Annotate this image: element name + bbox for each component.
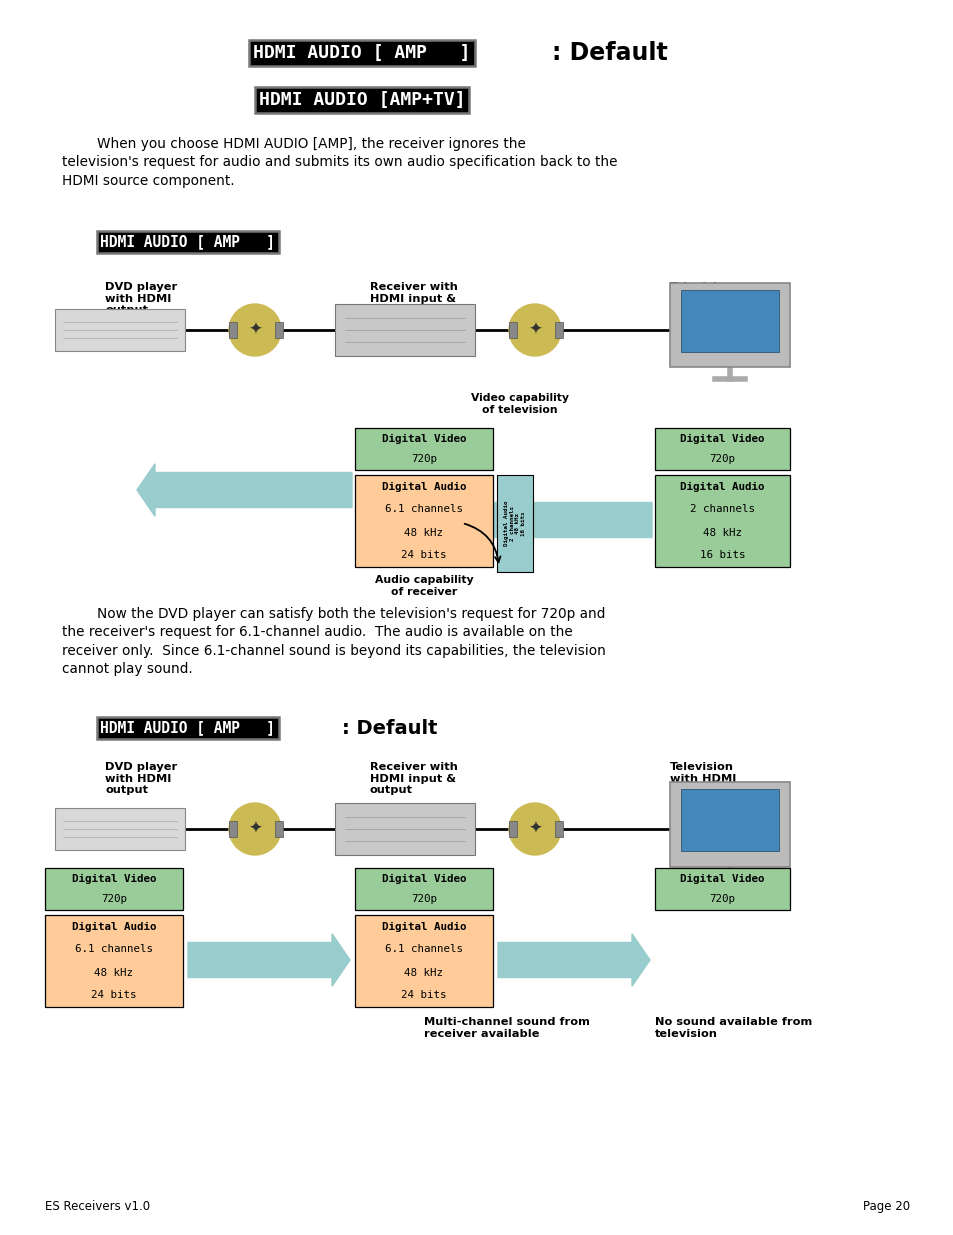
FancyBboxPatch shape — [655, 429, 789, 471]
Text: No sound available from
television: No sound available from television — [655, 1016, 811, 1039]
FancyBboxPatch shape — [497, 475, 533, 572]
FancyBboxPatch shape — [45, 868, 183, 910]
Text: 6.1 channels: 6.1 channels — [385, 945, 462, 955]
Text: DVD player
with HDMI
output: DVD player with HDMI output — [105, 762, 177, 795]
Text: HDMI AUDIO [ AMP   ]: HDMI AUDIO [ AMP ] — [100, 235, 275, 249]
Text: Digital Video: Digital Video — [71, 873, 156, 883]
Text: Page 20: Page 20 — [862, 1200, 909, 1213]
Text: Digital Audio: Digital Audio — [71, 921, 156, 931]
Text: 24 bits: 24 bits — [91, 990, 136, 1000]
Text: Digital Audio: Digital Audio — [679, 482, 764, 492]
FancyBboxPatch shape — [335, 304, 475, 356]
Text: 6.1 channels: 6.1 channels — [385, 505, 462, 515]
Text: Receiver with
HDMI input &
output: Receiver with HDMI input & output — [370, 762, 457, 795]
Text: Digital Video: Digital Video — [381, 873, 466, 883]
FancyBboxPatch shape — [274, 322, 283, 338]
FancyBboxPatch shape — [55, 309, 185, 351]
Text: ✦: ✦ — [528, 820, 541, 839]
FancyBboxPatch shape — [555, 821, 562, 837]
Text: 2 channels: 2 channels — [689, 505, 754, 515]
Text: Digital Audio
2 channels
48 kHz
16 bits: Digital Audio 2 channels 48 kHz 16 bits — [503, 500, 526, 546]
Text: : Default: : Default — [341, 719, 437, 737]
FancyBboxPatch shape — [655, 868, 789, 910]
Text: 24 bits: 24 bits — [401, 990, 446, 1000]
Text: HDMI AUDIO [ AMP   ]: HDMI AUDIO [ AMP ] — [253, 44, 470, 62]
Text: Television
with HDMI
input: Television with HDMI input — [669, 762, 736, 795]
FancyBboxPatch shape — [355, 868, 493, 910]
Text: Now the DVD player can satisfy both the television's request for 720p and
the re: Now the DVD player can satisfy both the … — [62, 606, 605, 677]
Text: Digital Video: Digital Video — [679, 433, 764, 443]
FancyBboxPatch shape — [274, 821, 283, 837]
FancyArrow shape — [137, 464, 352, 516]
Text: 48 kHz: 48 kHz — [702, 527, 741, 537]
Text: 48 kHz: 48 kHz — [94, 967, 133, 977]
FancyBboxPatch shape — [509, 322, 517, 338]
Text: Digital Video: Digital Video — [679, 873, 764, 883]
FancyBboxPatch shape — [669, 283, 789, 368]
Text: Television
with HDMI
input: Television with HDMI input — [669, 282, 736, 315]
FancyBboxPatch shape — [509, 821, 517, 837]
Text: Receiver with
HDMI input &
output: Receiver with HDMI input & output — [370, 282, 457, 315]
FancyBboxPatch shape — [355, 429, 493, 471]
FancyBboxPatch shape — [680, 789, 779, 851]
Text: ✦: ✦ — [248, 321, 262, 338]
FancyBboxPatch shape — [335, 803, 475, 855]
FancyBboxPatch shape — [680, 290, 779, 352]
Text: 16 bits: 16 bits — [699, 551, 744, 561]
FancyBboxPatch shape — [669, 782, 789, 867]
Text: When you choose HDMI AUDIO [AMP], the receiver ignores the
television's request : When you choose HDMI AUDIO [AMP], the re… — [62, 137, 617, 188]
Text: Digital Audio: Digital Audio — [381, 921, 466, 931]
FancyBboxPatch shape — [229, 821, 236, 837]
Circle shape — [509, 304, 560, 356]
Text: Audio capability
of receiver: Audio capability of receiver — [375, 576, 473, 597]
Text: 720p: 720p — [101, 894, 127, 904]
Text: Audio
capability
of TV: Audio capability of TV — [544, 506, 604, 540]
FancyBboxPatch shape — [45, 915, 183, 1007]
Circle shape — [229, 304, 281, 356]
Circle shape — [509, 803, 560, 855]
Text: 24 bits: 24 bits — [401, 551, 446, 561]
Text: Digital Video: Digital Video — [381, 433, 466, 443]
FancyBboxPatch shape — [355, 475, 493, 567]
Text: 720p: 720p — [411, 454, 436, 464]
Text: DVD player
with HDMI
output: DVD player with HDMI output — [105, 282, 177, 315]
FancyBboxPatch shape — [655, 475, 789, 567]
FancyArrow shape — [188, 934, 350, 987]
FancyArrow shape — [452, 494, 651, 546]
Text: HDMI AUDIO [AMP+TV]: HDMI AUDIO [AMP+TV] — [258, 91, 465, 109]
Text: Video capability
of television: Video capability of television — [471, 393, 568, 415]
Text: ✦: ✦ — [248, 820, 262, 839]
Text: ✦: ✦ — [528, 321, 541, 338]
FancyBboxPatch shape — [229, 322, 236, 338]
Text: 720p: 720p — [411, 894, 436, 904]
Text: ES Receivers v1.0: ES Receivers v1.0 — [45, 1200, 150, 1213]
Text: 6.1 channels: 6.1 channels — [75, 945, 152, 955]
FancyBboxPatch shape — [555, 322, 562, 338]
Text: 720p: 720p — [709, 894, 735, 904]
Text: HDMI AUDIO [ AMP   ]: HDMI AUDIO [ AMP ] — [100, 720, 275, 736]
Text: 48 kHz: 48 kHz — [404, 967, 443, 977]
Circle shape — [229, 803, 281, 855]
Text: 720p: 720p — [709, 454, 735, 464]
FancyArrow shape — [497, 934, 649, 987]
FancyBboxPatch shape — [355, 915, 493, 1007]
Text: 48 kHz: 48 kHz — [404, 527, 443, 537]
Text: : Default: : Default — [552, 41, 667, 65]
FancyBboxPatch shape — [55, 808, 185, 850]
Text: Multi-channel sound from
receiver available: Multi-channel sound from receiver availa… — [423, 1016, 589, 1039]
Text: Digital Audio: Digital Audio — [381, 482, 466, 492]
